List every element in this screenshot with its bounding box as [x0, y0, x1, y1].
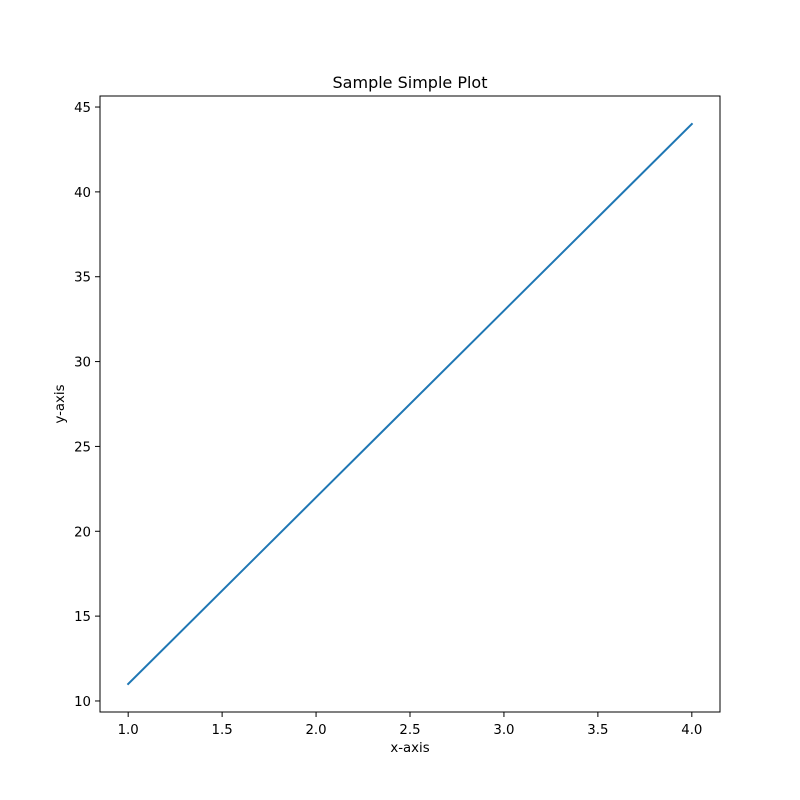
x-tick-label: 3.5	[587, 723, 608, 738]
x-tick-label: 1.0	[118, 723, 139, 738]
y-tick-label: 45	[74, 101, 91, 116]
y-ticks: 10 15 20 25 30 35 40 45	[74, 101, 100, 710]
y-tick-label: 35	[74, 271, 91, 286]
y-tick-label: 15	[74, 610, 91, 625]
x-tick-label: 4.0	[681, 723, 702, 738]
chart-title: Sample Simple Plot	[333, 73, 488, 92]
y-tick-label: 30	[74, 356, 91, 371]
series-layer	[126, 122, 694, 686]
y-tick-label: 40	[74, 186, 91, 201]
x-axis-label: x-axis	[390, 741, 429, 756]
x-tick-label: 2.5	[399, 723, 420, 738]
y-tick-label: 10	[74, 695, 91, 710]
plot-frame	[99, 95, 721, 713]
x-tick-label: 2.0	[305, 723, 326, 738]
y-axis-label: y-axis	[53, 384, 68, 423]
x-tick-label: 3.0	[493, 723, 514, 738]
x-tick-label: 1.5	[212, 723, 233, 738]
x-ticks: 1.0 1.5 2.0 2.5 3.0 3.5 4.0	[118, 712, 702, 738]
y-tick-label: 20	[74, 525, 91, 540]
series-line	[126, 122, 694, 686]
y-tick-label: 25	[74, 440, 91, 455]
